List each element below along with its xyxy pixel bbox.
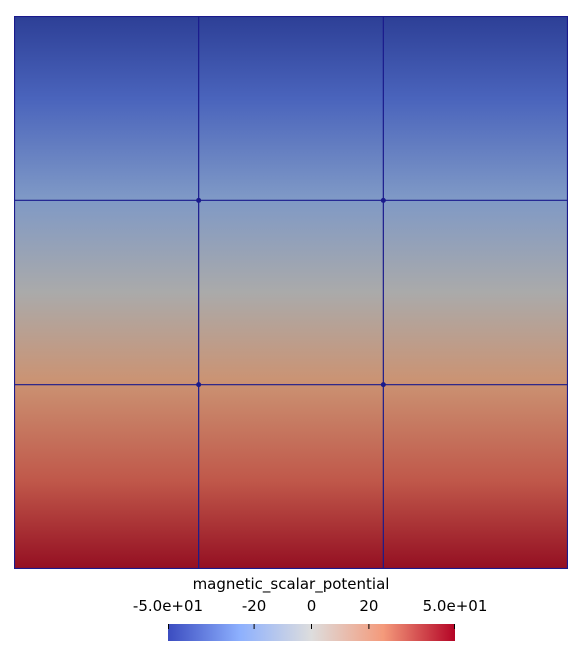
legend-tick-marks: [168, 624, 455, 629]
color-legend-bar: [168, 624, 455, 641]
legend-title: magnetic_scalar_potential: [192, 575, 390, 593]
legend-tick-label: 20: [359, 597, 379, 615]
legend-tick-label: 0: [306, 597, 317, 615]
mesh-plot: [14, 16, 568, 569]
legend-tick-label: -20: [241, 597, 267, 615]
legend-tick-label: -5.0e+01: [132, 597, 204, 615]
mesh-node: [380, 382, 386, 388]
mesh-lines: [14, 16, 568, 569]
mesh-node: [380, 197, 386, 203]
colormap-gradient: [168, 624, 455, 641]
scalar-field: [14, 16, 568, 569]
legend-tick-label: 5.0e+01: [422, 597, 488, 615]
mesh-node: [196, 382, 202, 388]
mesh-node: [196, 197, 202, 203]
mesh-border: [14, 16, 568, 569]
